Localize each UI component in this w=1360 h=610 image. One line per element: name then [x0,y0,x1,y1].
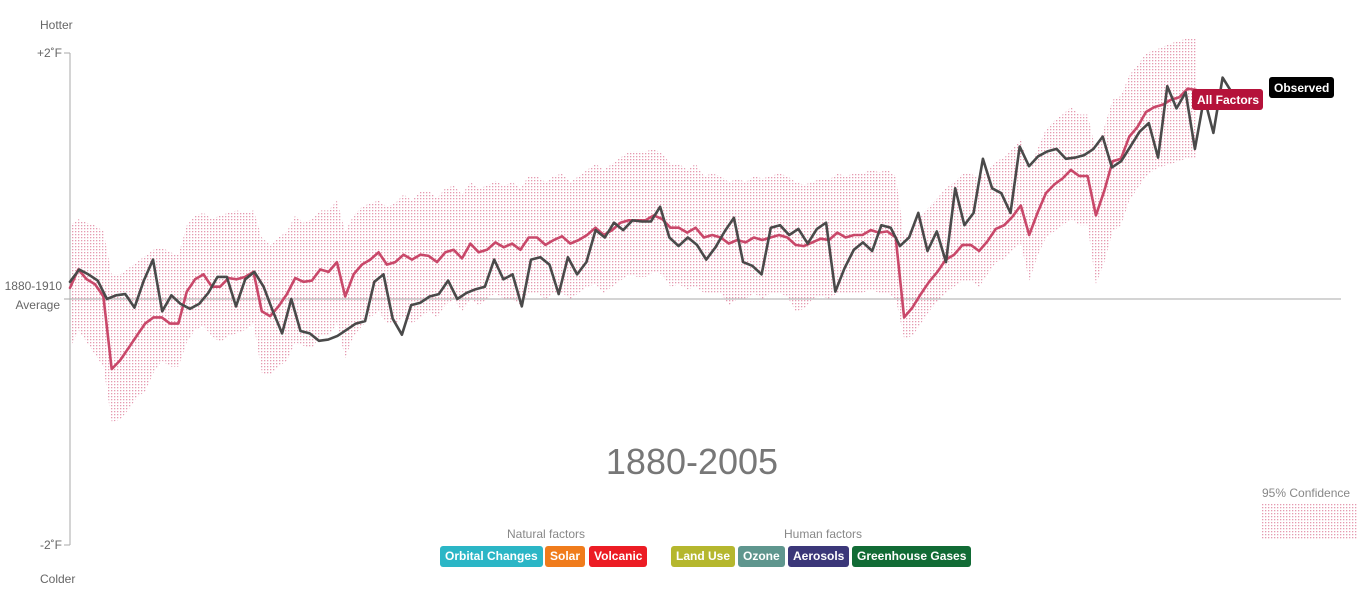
volcanic-button[interactable]: Volcanic [589,546,648,567]
all-factors-tag-label: All Factors [1197,93,1259,107]
observed-tag-label: Observed [1274,81,1329,95]
y-tick-label-top: +2˚F [37,46,62,60]
factor-legend: Natural factors Human factors Orbital Ch… [0,527,1360,577]
orbital-changes-button[interactable]: Orbital Changes [440,546,543,567]
solar-button[interactable]: Solar [545,546,586,567]
all-factors-tag: All Factors [1192,89,1263,110]
confidence-legend: 95% Confidence [1262,486,1357,545]
baseline-label-line2: Average [16,298,61,312]
confidence-legend-label: 95% Confidence [1262,486,1351,500]
series-line-observed [68,76,1243,343]
y-tick-label-bottom: -2˚F [40,538,62,552]
human-factors-label: Human factors [784,527,863,541]
aerosols-button[interactable]: Aerosols [788,546,850,567]
greenhouse-gases-button[interactable]: Greenhouse Gases [852,546,972,567]
year-range-label: 1880-2005 [606,441,778,482]
colder-label: Colder [40,572,75,586]
ozone-button[interactable]: Ozone [738,546,785,567]
baseline-label-line1: 1880-1910 [5,279,63,293]
hotter-label: Hotter [40,18,73,32]
land-use-button[interactable]: Land Use [671,546,736,567]
confidence-legend-swatch [1262,504,1357,540]
natural-factors-label: Natural factors [507,527,586,541]
observed-tag: Observed [1269,77,1334,98]
